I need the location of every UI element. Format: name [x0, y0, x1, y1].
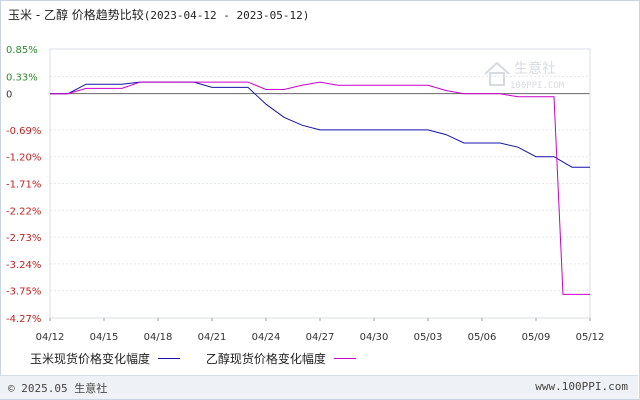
- x-tick-label: 05/03: [414, 332, 443, 343]
- watermark-logo: 生意社 100PPI.COM: [482, 56, 577, 98]
- legend-item-ethanol: 乙醇现货价格变化幅度: [206, 350, 356, 367]
- x-tick-label: 05/09: [522, 332, 551, 343]
- x-tick-label: 04/12: [36, 332, 65, 343]
- y-tick-label: -4.27%: [6, 314, 41, 325]
- series-lines: [50, 81, 590, 295]
- legend-label-corn: 玉米现货价格变化幅度: [30, 352, 151, 366]
- legend-item-corn: 玉米现货价格变化幅度: [30, 350, 181, 367]
- y-tick-label: 0: [6, 90, 12, 101]
- y-tick-label: -1.71%: [6, 180, 41, 191]
- x-tick-label: 04/30: [360, 332, 389, 343]
- footer-copyright: © 2025.05 生意社: [8, 382, 108, 395]
- y-tick-label: 0.33%: [6, 72, 38, 83]
- footer-site-link[interactable]: www.100PPI.com: [535, 380, 628, 393]
- watermark-brand: 生意社: [514, 60, 556, 77]
- x-tick-labels: 04/12 04/15 04/18 04/21 04/24 04/27 04/30 05/03…: [36, 332, 605, 343]
- x-tick-label: 05/12: [576, 332, 605, 343]
- x-tick-label: 04/24: [252, 332, 281, 343]
- footer-bar: © 2025.05 生意社 www.100PPI.com: [0, 375, 638, 399]
- x-tick-label: 05/06: [468, 332, 497, 343]
- watermark-url: 100PPI.COM: [510, 81, 565, 91]
- watermark-logo-svg: 生意社 100PPI.COM: [484, 60, 565, 91]
- x-tick-label: 04/18: [144, 332, 173, 343]
- y-tick-label: -1.20%: [6, 153, 41, 164]
- axes: [49, 48, 591, 321]
- y-tick-label: -2.73%: [6, 233, 41, 244]
- grid-lines: [50, 48, 590, 319]
- y-tick-labels: 0.85% 0.33% 0 -0.69% -1.20% -1.71% -2.22% -2.73…: [6, 45, 41, 325]
- y-tick-label: -2.22%: [6, 206, 41, 217]
- legend: 玉米现货价格变化幅度 乙醇现货价格变化幅度: [30, 350, 378, 367]
- chart-title-text: 玉米 - 乙醇 价格趋势比较: [8, 8, 144, 22]
- x-tick-label: 04/27: [306, 332, 335, 343]
- legend-swatch-corn: [158, 358, 181, 359]
- y-tick-label: 0.85%: [6, 45, 38, 56]
- y-tick-label: -0.69%: [6, 126, 41, 137]
- x-tick-label: 04/15: [90, 332, 119, 343]
- series-line-ethanol: [50, 81, 590, 295]
- y-tick-label: -3.75%: [6, 287, 41, 298]
- legend-label-ethanol: 乙醇现货价格变化幅度: [205, 352, 326, 366]
- legend-swatch-ethanol: [333, 358, 356, 359]
- chart-date-range: (2023-04-12 - 2023-05-12): [143, 9, 310, 22]
- y-tick-label: -3.24%: [6, 260, 41, 271]
- house-icon: [484, 61, 510, 86]
- chart-title: 玉米 - 乙醇 价格趋势比较(2023-04-12 - 2023-05-12): [8, 6, 309, 23]
- x-tick-label: 04/21: [198, 332, 227, 343]
